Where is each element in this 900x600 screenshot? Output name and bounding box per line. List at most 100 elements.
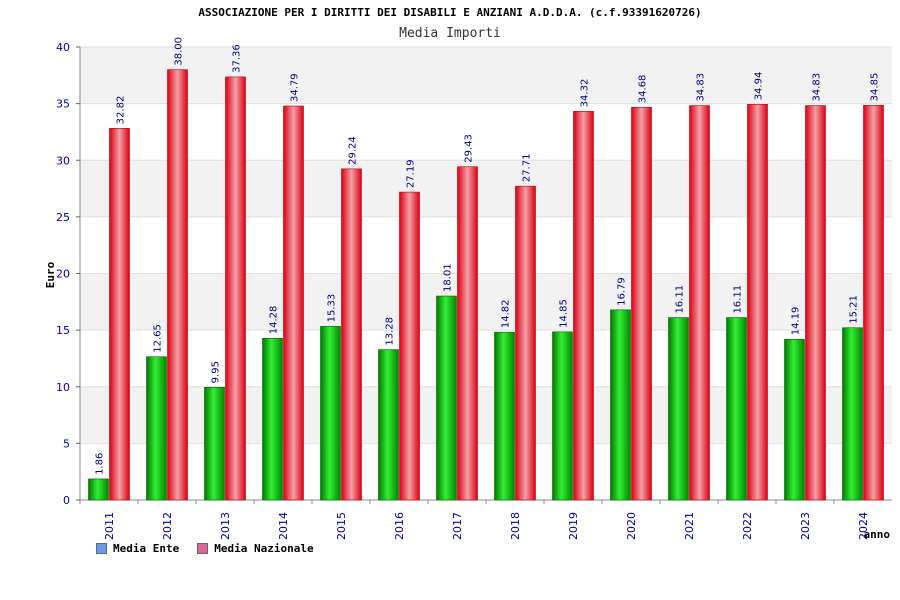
x-tick-label: 2018 bbox=[509, 512, 522, 540]
bar-media-ente bbox=[552, 331, 573, 501]
chart-subtitle: Media Importi bbox=[399, 26, 501, 41]
data-label: 14.28 bbox=[269, 306, 280, 335]
plot-band bbox=[80, 47, 892, 104]
x-axis-label: anno bbox=[864, 528, 891, 541]
legend-label-media-nazionale: Media Nazionale bbox=[214, 542, 314, 555]
data-label: 15.33 bbox=[327, 294, 338, 323]
bar-media-nazionale bbox=[515, 185, 536, 501]
legend-swatch-media-nazionale bbox=[197, 543, 209, 554]
chart-title: ASSOCIAZIONE PER I DIRITTI DEI DISABILI … bbox=[198, 6, 701, 19]
x-tick-label: 2014 bbox=[277, 512, 290, 540]
data-label: 34.83 bbox=[696, 73, 707, 102]
y-axis-ticks: 0 5 10 15 20 25 30 35 40 bbox=[56, 41, 80, 507]
x-tick-label: 2015 bbox=[335, 512, 348, 540]
bar-media-ente bbox=[784, 338, 805, 501]
data-label: 34.79 bbox=[290, 73, 301, 102]
bar-media-nazionale bbox=[109, 128, 130, 501]
data-labels: 1.86 32.82 12.65 38.00 9.95 37.36 14.28 34.79 15… bbox=[95, 37, 881, 475]
bar-media-nazionale bbox=[341, 168, 362, 501]
y-tick-label: 25 bbox=[56, 211, 70, 224]
plot-band bbox=[80, 273, 892, 331]
x-tick-label: 2024 bbox=[857, 512, 870, 540]
data-label: 16.11 bbox=[675, 285, 686, 314]
bar-media-nazionale bbox=[225, 76, 246, 501]
x-tick-label: 2017 bbox=[451, 512, 464, 540]
bar-media-nazionale bbox=[747, 104, 768, 501]
data-label: 34.94 bbox=[754, 72, 765, 101]
data-label: 13.28 bbox=[385, 317, 396, 346]
bar-media-ente bbox=[436, 295, 457, 501]
data-label: 15.21 bbox=[849, 295, 860, 324]
y-tick-label: 5 bbox=[63, 437, 70, 450]
data-label: 34.68 bbox=[638, 75, 649, 104]
bar-media-ente bbox=[88, 478, 109, 501]
y-axis-label: Euro bbox=[44, 261, 57, 288]
bar-media-nazionale bbox=[689, 105, 710, 501]
y-tick-label: 30 bbox=[56, 154, 70, 167]
bar-media-nazionale bbox=[167, 69, 188, 501]
y-tick-label: 10 bbox=[56, 381, 70, 394]
legend-label-media-ente: Media Ente bbox=[113, 542, 180, 555]
data-label: 38.00 bbox=[174, 37, 185, 66]
plot-band bbox=[80, 330, 892, 387]
y-tick-label: 0 bbox=[63, 494, 70, 507]
bar-media-nazionale bbox=[399, 191, 420, 501]
x-tick-label: 2022 bbox=[741, 512, 754, 540]
data-label: 27.19 bbox=[406, 159, 417, 188]
y-tick-label: 35 bbox=[56, 98, 70, 111]
x-tick-label: 2011 bbox=[103, 512, 116, 540]
data-label: 12.65 bbox=[153, 324, 164, 353]
x-tick-label: 2019 bbox=[567, 512, 580, 540]
bar-media-ente bbox=[204, 387, 225, 501]
x-tick-label: 2013 bbox=[219, 512, 232, 540]
x-tick-label: 2021 bbox=[683, 512, 696, 540]
legend-item-media-ente: Media Ente bbox=[96, 542, 179, 555]
y-tick-label: 40 bbox=[56, 41, 70, 54]
data-label: 16.11 bbox=[733, 285, 744, 314]
plot-band bbox=[80, 386, 892, 444]
x-tick-label: 2016 bbox=[393, 512, 406, 540]
bar-media-ente bbox=[610, 309, 631, 501]
data-label: 14.82 bbox=[501, 300, 512, 329]
bar-media-nazionale bbox=[573, 111, 594, 501]
plot-band bbox=[80, 160, 892, 217]
data-label: 34.32 bbox=[580, 79, 591, 108]
bar-media-ente bbox=[726, 317, 747, 501]
data-label: 37.36 bbox=[232, 44, 243, 73]
bar-media-ente bbox=[378, 349, 399, 501]
plot-band bbox=[80, 216, 892, 274]
data-label: 9.95 bbox=[211, 361, 222, 383]
bars bbox=[88, 69, 884, 501]
bar-media-ente bbox=[320, 326, 341, 501]
bar-media-ente bbox=[262, 337, 283, 501]
bar-media-nazionale bbox=[805, 105, 826, 501]
data-label: 34.83 bbox=[812, 73, 823, 102]
bar-media-ente bbox=[842, 327, 863, 501]
legend-swatch-media-ente bbox=[96, 543, 107, 554]
plot-band bbox=[80, 443, 892, 500]
data-label: 14.19 bbox=[791, 307, 802, 336]
legend: Media Ente Media Nazionale bbox=[96, 542, 314, 555]
x-tick-label: 2023 bbox=[799, 512, 812, 540]
data-label: 14.85 bbox=[559, 299, 570, 328]
data-label: 27.71 bbox=[522, 154, 533, 183]
data-label: 1.86 bbox=[95, 453, 106, 475]
bar-media-ente bbox=[668, 317, 689, 501]
legend-item-media-nazionale: Media Nazionale bbox=[197, 542, 314, 555]
bar-media-nazionale bbox=[631, 106, 652, 501]
plot-band bbox=[80, 103, 892, 161]
bar-media-nazionale bbox=[863, 105, 884, 501]
x-tick-label: 2012 bbox=[161, 512, 174, 540]
bar-media-ente bbox=[146, 356, 167, 501]
data-label: 29.24 bbox=[348, 136, 359, 165]
data-label: 34.85 bbox=[870, 73, 881, 102]
data-label: 18.01 bbox=[443, 263, 454, 292]
data-label: 32.82 bbox=[116, 96, 127, 125]
bar-media-nazionale bbox=[283, 105, 304, 501]
y-tick-label: 15 bbox=[56, 324, 70, 337]
x-tick-label: 2020 bbox=[625, 512, 638, 540]
data-label: 29.43 bbox=[464, 134, 475, 163]
bar-media-ente bbox=[494, 331, 515, 501]
data-label: 16.79 bbox=[617, 277, 628, 306]
